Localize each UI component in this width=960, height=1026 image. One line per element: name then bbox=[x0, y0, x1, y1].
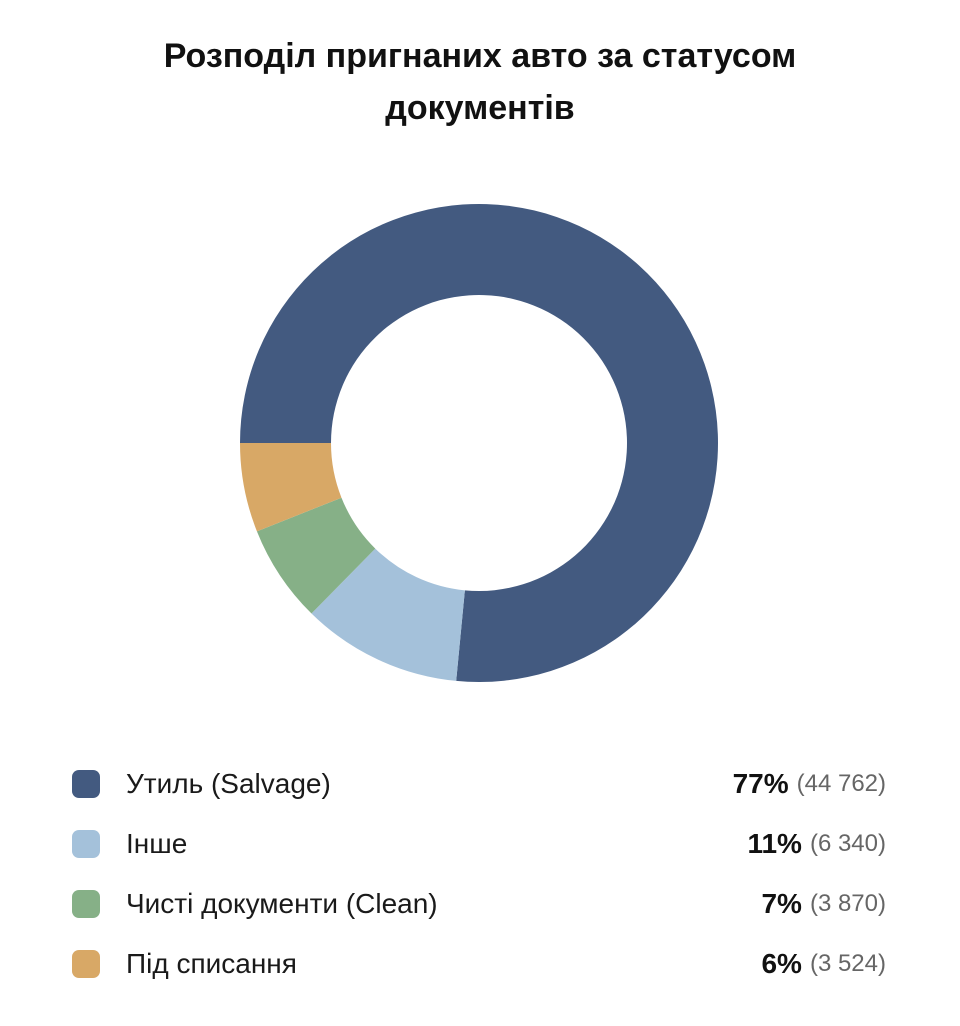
legend-percent: 11% bbox=[747, 828, 802, 859]
legend-item: Чисті документи (Clean) 7% (3 870) bbox=[72, 874, 886, 934]
donut-slice-3 bbox=[240, 443, 342, 532]
legend-item: Під списання 6% (3 524) bbox=[72, 934, 886, 994]
legend-percent: 6% bbox=[761, 948, 802, 979]
legend-swatch bbox=[72, 890, 100, 918]
legend-count: (6 340) bbox=[809, 830, 886, 857]
donut-slice-1 bbox=[311, 548, 465, 681]
legend-count: (3 524) bbox=[809, 950, 886, 977]
chart-title-line-2: документів bbox=[385, 89, 575, 127]
donut-slice-2 bbox=[256, 497, 376, 614]
legend-label: Утиль (Salvage) bbox=[126, 768, 331, 799]
legend-item: Інше 11% (6 340) bbox=[72, 814, 886, 874]
legend-count: (44 762) bbox=[796, 770, 886, 797]
legend-label: Інше bbox=[126, 828, 188, 859]
donut-slice-0 bbox=[240, 204, 719, 682]
legend-swatch bbox=[72, 770, 100, 798]
donut-chart bbox=[240, 204, 719, 682]
legend-label: Чисті документи (Clean) bbox=[126, 888, 438, 919]
legend-item: Утиль (Salvage) 77% (44 762) bbox=[72, 754, 886, 814]
legend-label: Під списання bbox=[126, 948, 297, 979]
legend: Утиль (Salvage) 77% (44 762) Інше 11% (6… bbox=[72, 754, 886, 994]
legend-percent: 7% bbox=[761, 888, 802, 919]
legend-count: (3 870) bbox=[809, 890, 886, 917]
chart-title: Розподіл пригнаних авто за статусом доку… bbox=[0, 30, 960, 134]
legend-swatch bbox=[72, 950, 100, 978]
legend-percent: 77% bbox=[732, 768, 789, 799]
chart-title-line-1: Розподіл пригнаних авто за статусом bbox=[163, 37, 797, 75]
legend-swatch bbox=[72, 830, 100, 858]
